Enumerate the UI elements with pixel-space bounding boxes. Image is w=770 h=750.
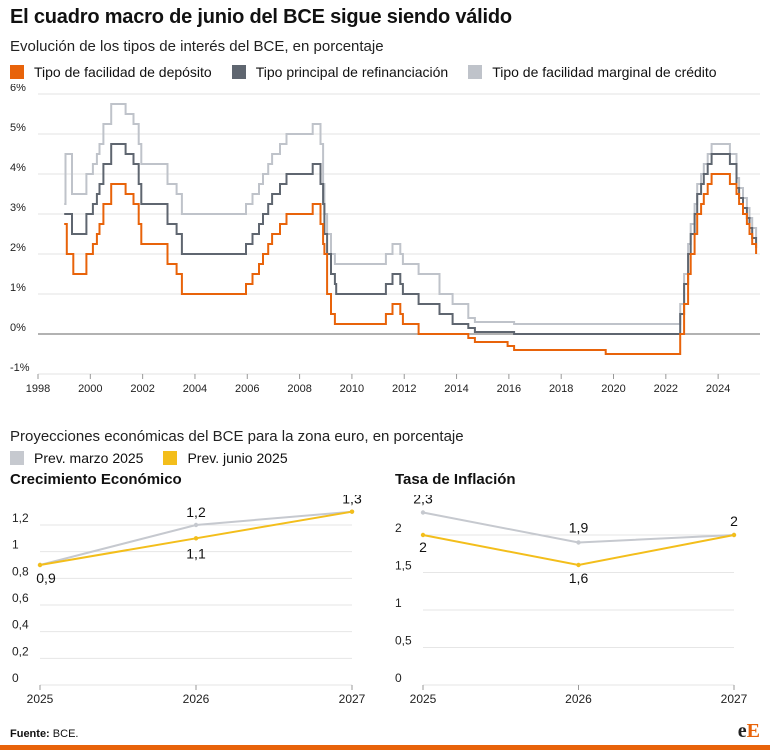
legend-item-deposit: Tipo de facilidad de depósito [10, 64, 212, 80]
data-point-march [576, 540, 581, 545]
legend-swatch-march [10, 451, 24, 465]
legend-item-march: Prev. marzo 2025 [10, 450, 143, 466]
source-value: BCE. [52, 728, 79, 740]
x-tick-label: 2025 [410, 692, 437, 706]
logo-part1: e [737, 720, 747, 742]
legend-item-marginal: Tipo de facilidad marginal de crédito [468, 64, 717, 80]
y-tick-label: 1,5 [395, 559, 412, 573]
y-tick-label: 5% [10, 122, 26, 134]
y-tick-label: 0 [12, 671, 19, 685]
y-tick-label: 0,8 [12, 564, 29, 578]
data-label: 1,2 [186, 504, 206, 520]
logo-part2: E [746, 720, 760, 742]
data-point-march [420, 510, 426, 515]
y-tick-label: 3% [10, 202, 26, 214]
x-tick-label: 2027 [721, 692, 748, 706]
data-label: 2 [730, 513, 738, 529]
data-point-june [193, 536, 199, 541]
data-label: 1,6 [569, 570, 589, 586]
y-tick-label: 0% [10, 322, 26, 334]
data-point-march [193, 522, 199, 528]
inflation-chart: 0 0,5 1 1,5 2 2025 2026 2027 2,3 1,9 2 1,6 2 [395, 495, 748, 706]
y-tick-label: 0,2 [12, 644, 29, 658]
legend-label-march: Prev. marzo 2025 [34, 450, 144, 466]
y-tick-label: 4% [10, 162, 26, 174]
rates-chart: -1% 0% 1% 2% 3% 4% 5% 6% 1998 2000 2002 2004 2006 200… [10, 84, 760, 395]
legend-swatch-deposit [10, 65, 24, 79]
x-tick-label: 2004 [183, 383, 207, 395]
legend-label-refi: Tipo principal de refinanciación [255, 64, 449, 80]
footer-bar [0, 745, 770, 750]
x-tick-label: 2025 [27, 692, 54, 706]
x-tick-label: 2026 [565, 692, 592, 706]
growth-chart: 0 0,2 0,4 0,6 0,8 1 1,2 2025 2026 2027 1,2 0,9 1,1 1,… [12, 495, 366, 706]
y-tick-label: 0,4 [12, 618, 29, 632]
y-tick-label: 0 [395, 671, 402, 685]
series-line-june [422, 534, 735, 567]
x-tick-label: 2012 [392, 383, 416, 395]
growth-chart-title: Crecimiento Económico [10, 471, 182, 488]
data-point-june [576, 562, 581, 568]
legend-swatch-refi [231, 65, 246, 79]
y-tick-label: 2 [395, 521, 402, 535]
projections-subtitle: Proyecciones económicas del BCE para la … [10, 428, 464, 445]
y-tick-label: 0,6 [12, 591, 29, 605]
deposit-rate-line [64, 173, 758, 355]
data-label: 2,3 [413, 495, 433, 507]
x-tick-label: 2006 [235, 383, 259, 395]
legend-label-deposit: Tipo de facilidad de depósito [34, 64, 212, 80]
data-point-june [349, 509, 355, 514]
legend-label-marginal: Tipo de facilidad marginal de crédito [492, 64, 717, 80]
legend-label-june: Prev. junio 2025 [187, 450, 288, 466]
y-tick-label: 1% [10, 282, 26, 294]
data-label: 0,9 [36, 570, 56, 586]
y-tick-label: 2% [10, 242, 26, 254]
x-tick-label: 2016 [497, 383, 521, 395]
x-tick-label: 2000 [78, 383, 102, 395]
x-tick-label: 2008 [287, 383, 311, 395]
source-note: Fuente: BCE. [10, 728, 78, 740]
legend-swatch-marginal [468, 65, 483, 79]
y-tick-label: -1% [10, 362, 30, 374]
rates-subtitle: Evolución de los tipos de interés del BC… [10, 38, 384, 55]
x-tick-label: 2014 [444, 383, 468, 395]
x-tick-label: 2010 [340, 383, 364, 395]
x-tick-label: 1998 [26, 383, 50, 395]
data-point-june [420, 532, 426, 538]
y-tick-label: 1 [395, 596, 402, 610]
chart-title: El cuadro macro de junio del BCE sigue s… [10, 6, 512, 28]
data-label: 2 [419, 539, 427, 555]
data-label: 1,1 [186, 545, 206, 561]
data-point-june [731, 532, 737, 538]
x-tick-label: 2018 [549, 383, 573, 395]
projections-legend: Prev. marzo 2025 Prev. junio 2025 [10, 450, 308, 466]
y-tick-label: 1 [12, 538, 19, 552]
x-tick-label: 2026 [183, 692, 210, 706]
legend-item-refi: Tipo principal de refinanciación [231, 64, 449, 80]
data-label: 1,3 [342, 495, 362, 507]
rates-legend: Tipo de facilidad de depósito Tipo princ… [10, 64, 737, 80]
source-label: Fuente: [10, 728, 50, 740]
brand-logo: eE [738, 720, 760, 743]
legend-item-june: Prev. junio 2025 [163, 450, 288, 466]
x-tick-label: 2020 [601, 383, 625, 395]
legend-swatch-june [163, 451, 178, 465]
y-tick-label: 6% [10, 84, 26, 94]
refi-rate-line [64, 143, 758, 335]
data-label: 1,9 [569, 520, 589, 536]
x-tick-label: 2024 [706, 383, 730, 395]
inflation-chart-title: Tasa de Inflación [395, 471, 516, 488]
x-tick-label: 2027 [339, 692, 366, 706]
x-tick-label: 2002 [130, 383, 154, 395]
x-tick-label: 2022 [654, 383, 678, 395]
y-tick-label: 0,5 [395, 634, 412, 648]
data-point-june [37, 562, 43, 568]
y-tick-label: 1,2 [12, 511, 29, 525]
